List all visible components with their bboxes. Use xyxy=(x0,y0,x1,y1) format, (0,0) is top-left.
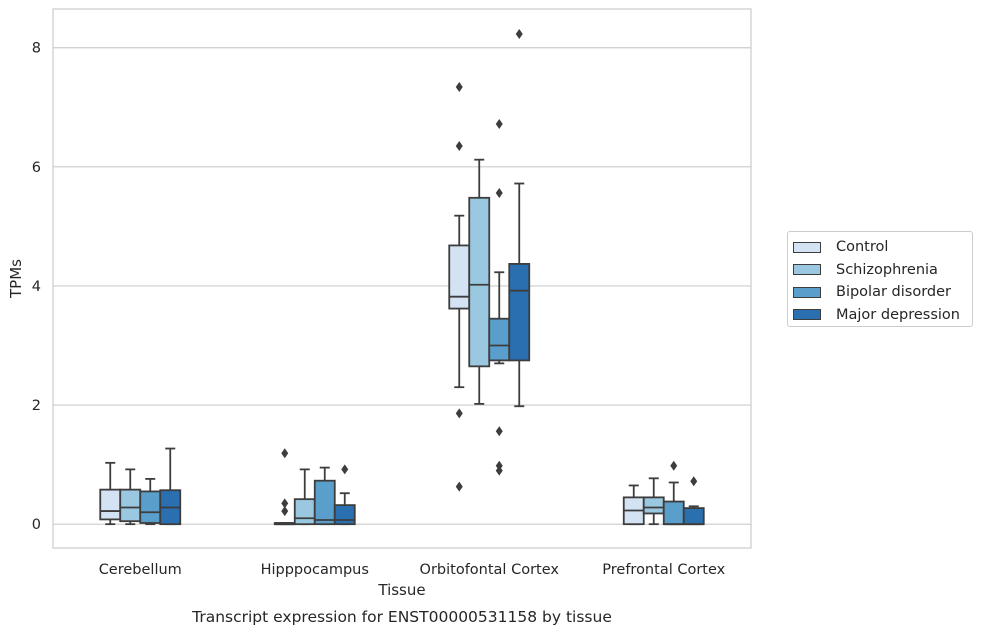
plot-frame xyxy=(52,8,752,549)
box-control-cerebellum-iqr xyxy=(99,488,122,521)
legend-swatch-bipolar-disorder xyxy=(793,286,821,298)
box-control-hipppocampus-outlier-0 xyxy=(281,506,289,517)
series-control xyxy=(99,82,645,526)
legend-swatch-schizophrenia xyxy=(793,264,821,276)
box-major-depression-prefrontal-cortex xyxy=(682,476,705,526)
box-bipolar-disorder-cerebellum xyxy=(139,478,162,526)
y-tick-label-4: 4 xyxy=(32,279,41,295)
box-control-orbitofontal-cortex-iqr xyxy=(448,244,471,310)
legend-swatch-control xyxy=(793,241,821,253)
y-tick-labels: 0 2 4 6 8 xyxy=(32,41,41,533)
x-tick-labels: Cerebellum Hipppocampus Orbitofontal Corte… xyxy=(99,562,726,578)
box-schizophrenia-prefrontal-cortex xyxy=(642,477,665,526)
series-bipolar-disorder xyxy=(139,118,685,526)
box-bipolar-disorder-prefrontal-cortex-iqr xyxy=(662,500,685,526)
y-tick-label-8: 8 xyxy=(32,41,41,57)
box-bipolar-disorder-prefrontal-cortex-outlier-0 xyxy=(670,460,678,471)
box-bipolar-disorder-orbitofontal-cortex xyxy=(488,118,511,476)
box-control-cerebellum xyxy=(99,461,122,526)
x-tick-label-cerebellum: Cerebellum xyxy=(99,562,182,578)
box-control-orbitofontal-cortex-outlier-3 xyxy=(455,82,463,93)
box-major-depression-prefrontal-cortex-iqr xyxy=(682,507,705,526)
legend-item-schizophrenia: Schizophrenia xyxy=(793,259,972,282)
box-bipolar-disorder-hipppocampus xyxy=(313,466,336,526)
box-control-orbitofontal-cortex-outlier-0 xyxy=(455,481,463,492)
box-control-prefrontal-cortex xyxy=(622,484,645,526)
box-control-hipppocampus-outlier-2 xyxy=(281,448,289,459)
box-bipolar-disorder-orbitofontal-cortex-outlier-4 xyxy=(495,118,503,129)
box-schizophrenia-hipppocampus-iqr xyxy=(293,498,316,526)
legend-label-bipolar-disorder: Bipolar disorder xyxy=(836,284,951,301)
x-axis-label: Tissue xyxy=(377,581,425,599)
legend-item-major-depression: Major depression xyxy=(793,304,972,327)
series-schizophrenia xyxy=(119,158,665,526)
chart-title: Transcript expression for ENST0000053115… xyxy=(191,608,612,626)
x-tick-label-orbitofontal-cortex: Orbitofontal Cortex xyxy=(420,562,560,578)
box-major-depression-orbitofontal-cortex xyxy=(508,29,531,408)
y-tick-label-0: 0 xyxy=(32,517,41,533)
legend-label-major-depression: Major depression xyxy=(836,306,960,323)
legend-label-control: Control xyxy=(836,239,889,256)
x-tick-label-prefrontal-cortex: Prefrontal Cortex xyxy=(602,562,725,578)
box-control-orbitofontal-cortex-outlier-2 xyxy=(455,140,463,151)
legend-swatch-major-depression xyxy=(793,309,821,321)
legend-item-control: Control xyxy=(793,236,972,259)
box-major-depression-orbitofontal-cortex-outlier-0 xyxy=(515,29,523,40)
box-major-depression-prefrontal-cortex-outlier-0 xyxy=(690,476,698,487)
box-schizophrenia-cerebellum-iqr xyxy=(119,488,142,523)
legend-label-schizophrenia: Schizophrenia xyxy=(836,261,938,278)
box-control-orbitofontal-cortex xyxy=(448,82,471,492)
box-bipolar-disorder-cerebellum-iqr xyxy=(139,490,162,524)
box-bipolar-disorder-orbitofontal-cortex-iqr xyxy=(488,317,511,362)
box-schizophrenia-cerebellum xyxy=(119,468,142,526)
y-axis-label: TPMs xyxy=(7,259,25,299)
gridlines xyxy=(53,47,751,525)
box-schizophrenia-prefrontal-cortex-iqr xyxy=(642,496,665,515)
box-schizophrenia-orbitofontal-cortex-iqr xyxy=(468,196,491,368)
box-bipolar-disorder-orbitofontal-cortex-outlier-3 xyxy=(495,188,503,199)
box-control-hipppocampus xyxy=(273,448,296,526)
box-control-orbitofontal-cortex-outlier-1 xyxy=(455,408,463,419)
box-major-depression-cerebellum xyxy=(159,447,182,526)
box-bipolar-disorder-prefrontal-cortex xyxy=(662,460,685,526)
series-major-depression xyxy=(159,29,705,526)
boxes xyxy=(99,29,705,526)
box-major-depression-hipppocampus xyxy=(333,464,356,526)
box-major-depression-hipppocampus-outlier-0 xyxy=(341,464,349,475)
box-bipolar-disorder-hipppocampus-iqr xyxy=(313,479,336,526)
box-schizophrenia-orbitofontal-cortex xyxy=(468,158,491,405)
box-major-depression-orbitofontal-cortex-iqr xyxy=(508,263,531,362)
x-tick-label-hipppocampus: Hipppocampus xyxy=(261,562,369,578)
box-bipolar-disorder-orbitofontal-cortex-outlier-1 xyxy=(495,460,503,471)
box-bipolar-disorder-orbitofontal-cortex-outlier-2 xyxy=(495,426,503,437)
box-major-depression-hipppocampus-iqr xyxy=(333,504,356,526)
box-control-hipppocampus-outlier-1 xyxy=(281,498,289,509)
legend: Control Schizophrenia Bipolar disorder M… xyxy=(787,231,973,327)
legend-item-bipolar-disorder: Bipolar disorder xyxy=(793,281,972,304)
y-tick-label-6: 6 xyxy=(32,160,41,176)
box-schizophrenia-hipppocampus xyxy=(293,468,316,526)
y-tick-label-2: 2 xyxy=(32,398,41,414)
